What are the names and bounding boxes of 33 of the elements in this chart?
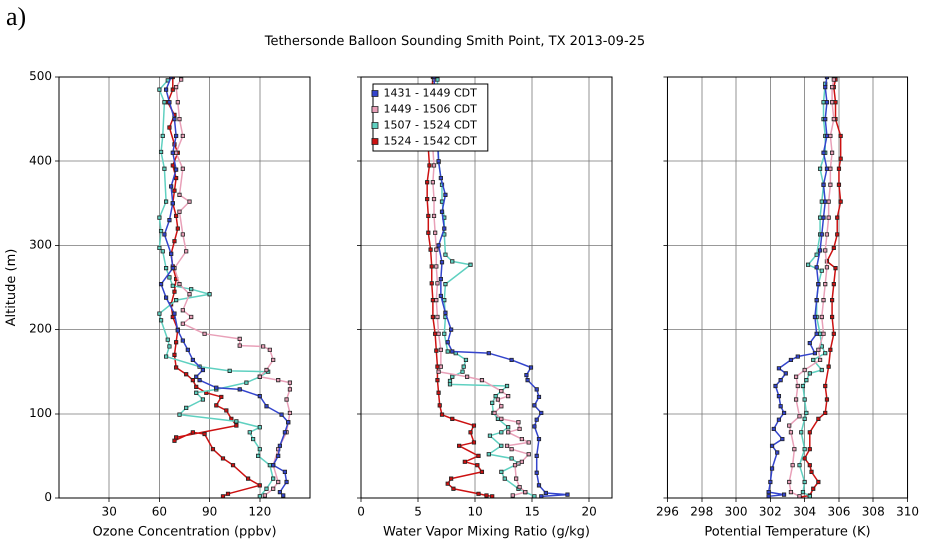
x-tick-label: 298 [690,504,714,518]
y-tick-label: 400 [29,153,52,168]
x-tick-label: 310 [896,504,919,518]
x-tick-label: 30 [102,504,117,518]
x-tick-label: 10 [467,504,483,518]
x-tick-label: 60 [152,504,168,518]
legend-label: 1524 - 1542 CDT [384,134,478,148]
legend-label: 1507 - 1524 CDT [384,118,478,132]
x-tick-label: 5 [414,504,422,518]
x-tick-label: 20 [582,504,597,518]
legend-label: 1449 - 1506 CDT [384,102,478,116]
x-tick-label: 120 [248,504,272,518]
x-axis-title: Potential Temperature (K) [704,524,871,540]
x-tick-label: 300 [724,504,748,518]
x-tick-label: 15 [524,504,540,518]
x-tick-label: 304 [793,504,816,518]
x-tick-label: 302 [758,504,782,518]
y-axis-title: Altitude (m) [4,248,20,326]
x-tick-label: 0 [357,504,365,518]
y-tick-label: 100 [29,406,52,420]
legend-label: 1431 - 1449 CDT [384,86,478,100]
x-axis-title: Ozone Concentration (ppbv) [92,524,277,540]
x-axis-title: Water Vapor Mixing Ratio (g/kg) [383,524,590,540]
x-tick-label: 308 [862,504,885,518]
chart-title: Tethersonde Balloon Sounding Smith Point, TX 2013-09-25 [264,34,646,49]
y-tick-label: 0 [44,490,52,504]
x-tick-label: 90 [202,504,218,518]
y-tick-label: 200 [29,322,52,336]
y-tick-label: 500 [29,69,52,84]
y-tick-label: 300 [29,238,52,252]
text: a) [6,2,26,32]
x-tick-label: 306 [827,504,850,518]
x-tick-label: 296 [656,504,679,518]
